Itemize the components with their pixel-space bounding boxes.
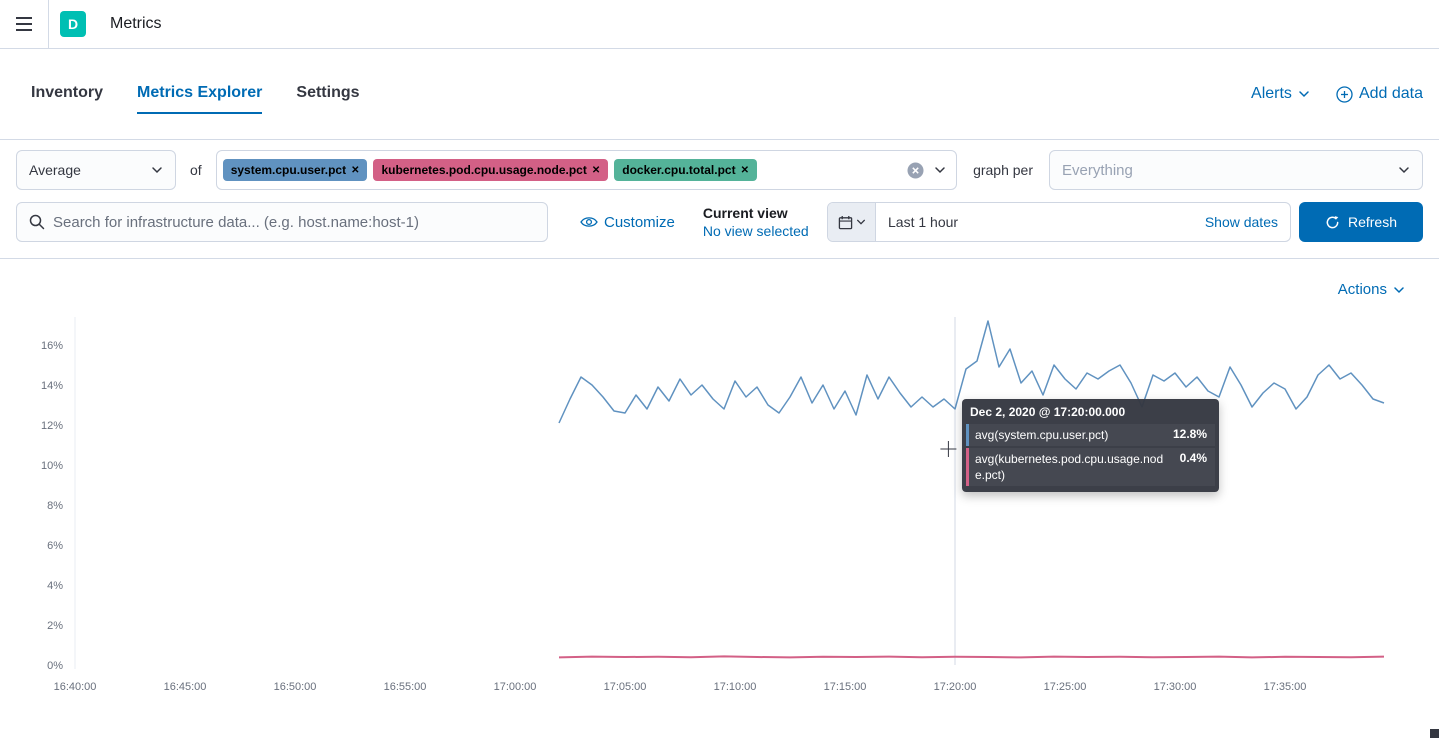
svg-text:6%: 6% [47,540,63,552]
svg-text:16:55:00: 16:55:00 [384,681,427,693]
search-icon [29,214,45,230]
series-color-bar [966,448,969,486]
svg-text:17:05:00: 17:05:00 [604,681,647,693]
refresh-button[interactable]: Refresh [1299,202,1423,242]
metric-pills: system.cpu.user.pct ✕ kubernetes.pod.cpu.u… [222,159,763,181]
scroll-corner [1430,729,1439,738]
refresh-icon [1326,215,1339,228]
chevron-down-icon [1394,286,1404,293]
series-color-bar [966,424,969,446]
of-label: of [190,162,202,178]
chevron-down-icon [1399,167,1409,174]
top-header: D Metrics [0,0,1439,49]
aggregation-select[interactable]: Average [16,150,176,190]
svg-text:17:15:00: 17:15:00 [824,681,867,693]
eye-icon [580,217,598,227]
hamburger-icon [16,17,32,31]
alerts-dropdown[interactable]: Alerts [1251,85,1310,103]
metric-pill-label: kubernetes.pod.cpu.usage.node.pct [381,163,587,177]
metric-pill[interactable]: kubernetes.pod.cpu.usage.node.pct ✕ [373,159,609,181]
chart-tooltip: Dec 2, 2020 @ 17:20:00.000 avg(system.cp… [962,399,1219,492]
tooltip-series-value: 0.4% [1179,451,1207,465]
svg-text:17:30:00: 17:30:00 [1154,681,1197,693]
add-data-button[interactable]: Add data [1336,85,1423,103]
tooltip-row: avg(kubernetes.pod.cpu.usage.node.pct) 0.… [966,448,1215,486]
current-view-block: Current view No view selected [703,204,809,240]
tooltip-series-label: avg(kubernetes.pod.cpu.usage.node.pct) [975,452,1164,482]
chevron-down-icon [1299,91,1309,98]
space-avatar[interactable]: D [60,11,86,37]
svg-text:17:00:00: 17:00:00 [494,681,537,693]
tab-inventory[interactable]: Inventory [31,84,104,101]
calendar-icon [838,215,852,229]
svg-text:8%: 8% [47,500,63,512]
svg-text:14%: 14% [41,380,63,392]
add-data-label: Add data [1358,85,1423,102]
actions-label: Actions [1337,281,1387,298]
refresh-label: Refresh [1347,214,1398,230]
svg-text:17:10:00: 17:10:00 [714,681,757,693]
svg-text:12%: 12% [41,420,63,432]
tooltip-series-value: 12.8% [1172,427,1207,441]
svg-text:16%: 16% [41,340,63,352]
tooltip-row: avg(system.cpu.user.pct) 12.8% [966,424,1215,446]
metrics-explorer-toolbar: Average of system.cpu.user.pct ✕ kubernete… [0,140,1439,259]
svg-text:16:40:00: 16:40:00 [54,681,97,693]
chevron-down-icon[interactable] [934,164,946,176]
aggregation-value: Average [29,162,81,178]
svg-text:16:50:00: 16:50:00 [274,681,317,693]
menu-hamburger-icon[interactable] [0,0,49,48]
metrics-line-chart[interactable]: 0% 2% 4% 6% 8% 10% 12% 14% 16% 16:40:00 16:45:00 16… [0,304,1439,704]
no-view-selected-link[interactable]: No view selected [702,223,809,239]
alerts-label: Alerts [1251,85,1292,102]
svg-text:17:20:00: 17:20:00 [934,681,977,693]
customize-button[interactable]: Customize [580,214,675,231]
remove-metric-icon[interactable]: ✕ [351,164,360,176]
customize-label: Customize [604,213,675,231]
graph-per-label: graph per [973,162,1033,178]
current-view-label: Current view [702,205,788,221]
remove-metric-icon[interactable]: ✕ [591,164,601,176]
svg-text:4%: 4% [47,580,63,592]
tab-settings[interactable]: Settings [296,84,360,101]
date-picker: Last 1 hour Show dates [827,202,1291,242]
graph-per-select[interactable] [1049,150,1423,190]
metric-pill-label: system.cpu.user.pct [230,163,347,177]
svg-text:17:25:00: 17:25:00 [1044,681,1087,693]
actions-dropdown[interactable]: Actions [1338,281,1405,298]
svg-text:16:45:00: 16:45:00 [164,681,207,693]
metric-pill[interactable]: docker.cpu.total.pct ✕ [614,159,757,181]
tooltip-series-label: avg(system.cpu.user.pct) [975,428,1109,442]
metric-pill[interactable]: system.cpu.user.pct ✕ [222,159,368,181]
page-title: Metrics [110,15,162,32]
svg-text:0%: 0% [47,660,63,672]
search-input[interactable] [53,213,513,231]
tab-metrics-explorer[interactable]: Metrics Explorer [137,74,263,114]
graph-per-input[interactable] [1062,161,1362,179]
svg-text:10%: 10% [41,460,63,472]
plus-circle-icon [1336,85,1353,103]
tooltip-timestamp: Dec 2, 2020 @ 17:20:00.000 [970,405,1126,419]
tab-navigation: Inventory Metrics Explorer Settings Aler… [0,49,1439,140]
metrics-combo-box[interactable]: system.cpu.user.pct ✕ kubernetes.pod.cpu.u… [215,150,958,190]
chevron-down-icon [856,219,865,225]
chevron-down-icon [152,167,162,174]
svg-text:2%: 2% [47,620,63,632]
date-quick-select-button[interactable] [828,203,876,241]
metric-pill-label: docker.cpu.total.pct [622,163,736,177]
time-range-value[interactable]: Last 1 hour [888,214,959,230]
svg-text:17:35:00: 17:35:00 [1264,681,1307,693]
remove-metric-icon[interactable]: ✕ [740,164,749,176]
clear-all-icon[interactable] [907,162,924,179]
show-dates-link[interactable]: Show dates [1204,214,1278,230]
metrics-chart-area[interactable]: 0% 2% 4% 6% 8% 10% 12% 14% 16% 16:40:00 16:45:00 16… [0,304,1439,732]
infrastructure-search[interactable] [16,202,548,242]
